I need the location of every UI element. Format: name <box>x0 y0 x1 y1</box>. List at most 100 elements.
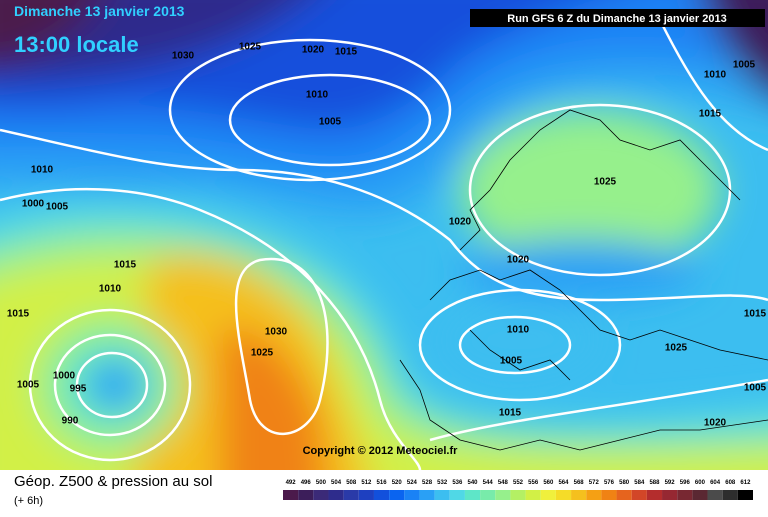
isobar-label: 1020 <box>449 217 472 228</box>
color-swatch <box>510 490 526 500</box>
color-swatch <box>662 490 678 500</box>
isobar-label: 1020 <box>302 45 325 56</box>
colorbar-tick-label: 552 <box>513 480 524 486</box>
isobar-label: 1000 <box>53 371 76 382</box>
color-swatch <box>722 490 738 500</box>
color-swatch <box>373 490 390 500</box>
colorbar-tick-label: 548 <box>498 480 509 486</box>
isobars <box>0 19 768 470</box>
colorbar-tick-label: 524 <box>407 480 418 486</box>
color-swatch <box>525 490 541 500</box>
run-box <box>470 9 765 27</box>
isobar-label: 1010 <box>306 90 329 101</box>
colorbar-tick-label: 492 <box>286 480 297 486</box>
isobar-label: 1015 <box>114 260 137 271</box>
colorbar-tick-label: 496 <box>301 480 312 486</box>
isobar-label: 1030 <box>172 51 195 62</box>
colorbar-tick-label: 532 <box>437 480 448 486</box>
colorbar-tick-label: 600 <box>695 480 706 486</box>
colorbar-tick-label: 568 <box>574 480 585 486</box>
color-swatch <box>404 490 420 500</box>
isobar-label: 1005 <box>744 383 767 394</box>
isobar-label: 1005 <box>319 117 342 128</box>
isobar-label: 1030 <box>265 327 288 338</box>
isobar-label: 1015 <box>7 309 30 320</box>
time-title: 13:00 locale <box>14 32 139 57</box>
colorbar-tick-label: 544 <box>483 480 494 486</box>
color-swatch <box>419 490 435 500</box>
color-swatch <box>631 490 647 500</box>
isobar-label: 1025 <box>665 343 688 354</box>
isobar-label: 1005 <box>500 356 523 367</box>
color-swatch <box>358 490 374 500</box>
colorbar-tick-label: 576 <box>604 480 615 486</box>
colorbar-tick-label: 500 <box>316 480 327 486</box>
color-swatch <box>328 490 344 500</box>
isobar-label: 1010 <box>507 325 530 336</box>
date-title: Dimanche 13 janvier 2013 <box>14 3 185 19</box>
run-info: Run GFS 6 Z du Dimanche 13 janvier 2013 <box>507 13 726 25</box>
colorbar-tick-label: 540 <box>468 480 479 486</box>
color-swatch <box>343 490 359 500</box>
isobar-label: 1015 <box>699 109 722 120</box>
colorbar-tick-label: 604 <box>710 480 721 486</box>
color-swatch <box>692 490 708 500</box>
colorbar-tick-label: 520 <box>392 480 403 486</box>
colorbar-tick-label: 564 <box>558 480 569 486</box>
color-swatch <box>677 490 693 500</box>
colorbar-tick-label: 508 <box>346 480 357 486</box>
isobar-label: 990 <box>62 416 79 427</box>
colorbar-tick-label: 560 <box>543 480 554 486</box>
color-swatch <box>480 490 496 500</box>
color-swatch <box>707 490 723 500</box>
isobar-label: 1005 <box>733 60 756 71</box>
color-swatch <box>495 490 511 500</box>
legend-title: Géop. Z500 & pression au sol <box>14 473 212 490</box>
colorbar-tick-label: 572 <box>589 480 600 486</box>
color-swatch <box>646 490 663 500</box>
colorbar-tick-label: 612 <box>740 480 751 486</box>
isobar-label: 1015 <box>335 47 358 58</box>
colorbar-tick-label: 536 <box>452 480 463 486</box>
copyright: Copyright © 2012 Meteociel.fr <box>303 445 459 457</box>
colorbar-tick-label: 580 <box>619 480 630 486</box>
color-swatch <box>389 490 405 500</box>
legend-subtitle: (+ 6h) <box>14 495 43 507</box>
isobar-label: 1015 <box>744 309 767 320</box>
colorbar-tick-label: 588 <box>649 480 660 486</box>
colorbar-tick-label: 584 <box>634 480 645 486</box>
color-swatch <box>737 490 753 500</box>
colorbar-tick-label: 592 <box>665 480 676 486</box>
color-swatch <box>601 490 617 500</box>
colorbar-tick-label: 556 <box>528 480 539 486</box>
isobar-label: 1025 <box>594 177 617 188</box>
isobar-label: 1005 <box>17 380 40 391</box>
color-swatch <box>586 490 602 500</box>
isobar-label: 1010 <box>31 165 54 176</box>
colorbar-tick-label: 608 <box>725 480 736 486</box>
color-swatch <box>571 490 587 500</box>
color-swatch <box>540 490 556 500</box>
isobar-label: 1000 <box>22 199 45 210</box>
isobar-label: 1010 <box>99 284 122 295</box>
isobar-label: 1020 <box>507 255 530 266</box>
color-swatch <box>555 490 572 500</box>
coastlines <box>399 109 768 451</box>
color-swatch <box>298 490 314 500</box>
colorbar-tick-label: 504 <box>331 480 342 486</box>
color-swatch <box>313 490 329 500</box>
isobar-label: 1025 <box>239 42 262 53</box>
colorbar-tick-label: 512 <box>361 480 372 486</box>
color-swatch <box>283 490 299 500</box>
isobar-label: 1015 <box>499 408 522 419</box>
color-swatch <box>616 490 632 500</box>
colorbar: 492 496 500 504 508 512 516 520 524 528 532 536 540 5… <box>283 480 753 500</box>
isobar-label: 1025 <box>251 348 274 359</box>
color-swatch <box>464 490 481 500</box>
isobar-label: 1005 <box>46 202 69 213</box>
isobar-label: 1020 <box>704 418 727 429</box>
color-swatch <box>434 490 450 500</box>
